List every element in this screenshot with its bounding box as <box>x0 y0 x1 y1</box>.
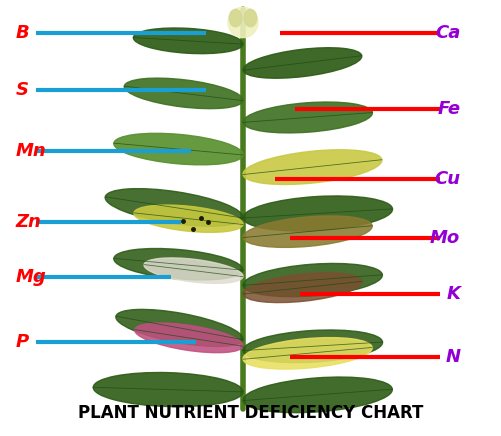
Ellipse shape <box>93 372 243 407</box>
Text: N: N <box>445 348 460 366</box>
Ellipse shape <box>243 196 393 231</box>
Text: Mo: Mo <box>430 228 460 246</box>
Ellipse shape <box>243 337 372 369</box>
Text: B: B <box>16 24 30 42</box>
Ellipse shape <box>133 28 243 54</box>
Ellipse shape <box>124 78 243 109</box>
Text: P: P <box>16 333 29 351</box>
Ellipse shape <box>243 273 362 303</box>
Ellipse shape <box>243 48 362 78</box>
Ellipse shape <box>116 310 243 347</box>
Ellipse shape <box>243 263 382 296</box>
Ellipse shape <box>114 133 243 165</box>
Ellipse shape <box>114 249 243 280</box>
Ellipse shape <box>105 189 243 226</box>
Ellipse shape <box>229 10 242 27</box>
Text: Cu: Cu <box>434 170 460 188</box>
Ellipse shape <box>243 377 392 412</box>
Ellipse shape <box>134 205 243 232</box>
Text: PLANT NUTRIENT DEFICIENCY CHART: PLANT NUTRIENT DEFICIENCY CHART <box>78 404 423 422</box>
Ellipse shape <box>243 102 372 133</box>
Text: S: S <box>16 81 29 99</box>
Text: Mg: Mg <box>16 268 47 286</box>
Text: K: K <box>446 285 460 303</box>
Text: Ca: Ca <box>435 24 460 42</box>
Text: Fe: Fe <box>437 100 460 118</box>
Text: Mn: Mn <box>16 142 47 160</box>
Ellipse shape <box>243 150 382 184</box>
Ellipse shape <box>228 7 258 37</box>
Ellipse shape <box>243 216 372 247</box>
Ellipse shape <box>135 323 243 353</box>
Ellipse shape <box>243 330 383 363</box>
Ellipse shape <box>244 10 257 27</box>
Ellipse shape <box>144 258 243 283</box>
Text: Zn: Zn <box>16 213 42 232</box>
